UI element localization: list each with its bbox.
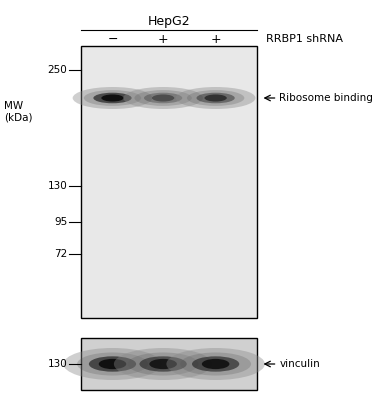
Ellipse shape [149, 359, 177, 369]
Ellipse shape [99, 359, 126, 369]
Text: RRBP1 shRNA: RRBP1 shRNA [266, 34, 343, 44]
Text: +: + [210, 33, 221, 46]
Ellipse shape [180, 352, 251, 376]
Ellipse shape [114, 348, 212, 380]
Ellipse shape [144, 93, 182, 103]
Ellipse shape [152, 94, 174, 102]
Text: 95: 95 [54, 217, 68, 227]
Ellipse shape [192, 356, 239, 372]
Ellipse shape [202, 359, 229, 369]
Ellipse shape [63, 348, 162, 380]
Text: −: − [107, 33, 118, 46]
Ellipse shape [176, 87, 255, 109]
Ellipse shape [196, 93, 235, 103]
Bar [81, 46, 257, 318]
Bar [81, 338, 257, 390]
Text: HepG2: HepG2 [147, 16, 190, 28]
Ellipse shape [140, 356, 187, 372]
Ellipse shape [128, 352, 199, 376]
Text: Ribosome binding protein 1: Ribosome binding protein 1 [279, 93, 375, 103]
Ellipse shape [187, 90, 244, 106]
Text: +: + [158, 33, 168, 46]
Ellipse shape [123, 87, 203, 109]
Ellipse shape [93, 93, 132, 103]
Ellipse shape [84, 90, 141, 106]
Text: 130: 130 [48, 359, 68, 369]
Ellipse shape [89, 356, 136, 372]
Ellipse shape [73, 87, 152, 109]
Ellipse shape [101, 94, 124, 102]
Ellipse shape [134, 90, 192, 106]
Ellipse shape [204, 94, 227, 102]
Text: 130: 130 [48, 181, 68, 191]
Text: vinculin: vinculin [279, 359, 320, 369]
Ellipse shape [166, 348, 265, 380]
Text: 250: 250 [48, 65, 68, 75]
Ellipse shape [77, 352, 148, 376]
Text: MW
(kDa): MW (kDa) [4, 101, 32, 123]
Text: 72: 72 [54, 249, 68, 259]
